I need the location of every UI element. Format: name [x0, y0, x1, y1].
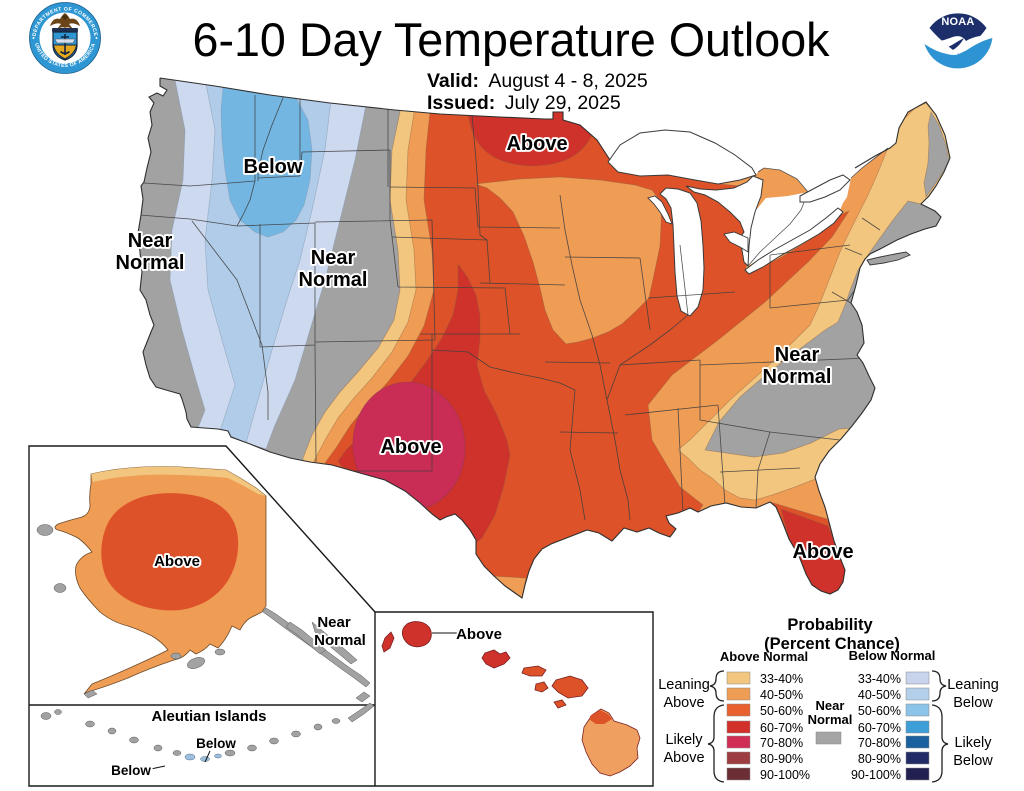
svg-text:80-90%: 80-90% [858, 752, 901, 766]
svg-text:Above: Above [380, 436, 441, 458]
svg-text:Below: Below [244, 156, 303, 178]
svg-text:33-40%: 33-40% [858, 672, 901, 686]
svg-text:Above: Above [154, 553, 200, 570]
svg-text:40-50%: 40-50% [858, 688, 901, 702]
svg-text:Near: Near [775, 344, 820, 366]
svg-text:90-100%: 90-100% [760, 768, 810, 782]
svg-text:6-10 Day Temperature Outlook: 6-10 Day Temperature Outlook [193, 13, 830, 66]
svg-text:Near: Near [816, 698, 845, 713]
svg-text:90-100%: 90-100% [851, 768, 901, 782]
svg-text:Leaning: Leaning [658, 677, 710, 693]
svg-text:70-80%: 70-80% [760, 736, 803, 750]
svg-text:Issued: July 29, 2025: Issued: July 29, 2025 [427, 92, 621, 114]
svg-text:Normal: Normal [314, 632, 366, 649]
svg-text:33-40%: 33-40% [760, 672, 803, 686]
svg-text:80-90%: 80-90% [760, 752, 803, 766]
svg-text:Below: Below [111, 763, 151, 778]
svg-text:Likely: Likely [665, 732, 703, 748]
svg-text:Near: Near [128, 230, 173, 252]
svg-text:Leaning: Leaning [947, 677, 999, 693]
svg-text:Below: Below [196, 736, 236, 751]
svg-text:Normal: Normal [116, 252, 185, 274]
svg-text:Near: Near [311, 247, 356, 269]
svg-text:Above: Above [456, 626, 502, 643]
svg-text:Below: Below [953, 753, 993, 769]
svg-text:Likely: Likely [954, 735, 992, 751]
svg-text:Normal: Normal [763, 366, 832, 388]
svg-text:Normal: Normal [808, 712, 853, 727]
svg-text:60-70%: 60-70% [858, 721, 901, 735]
svg-text:Aleutian Islands: Aleutian Islands [151, 708, 266, 725]
svg-text:Below: Below [953, 695, 993, 711]
svg-text:Above: Above [792, 541, 853, 563]
svg-text:Above Normal: Above Normal [720, 649, 808, 664]
svg-text:60-70%: 60-70% [760, 721, 803, 735]
svg-text:Near: Near [317, 614, 351, 631]
svg-text:50-60%: 50-60% [858, 704, 901, 718]
svg-text:Normal: Normal [299, 269, 368, 291]
svg-text:Valid: August 4 - 8, 2025: Valid: August 4 - 8, 2025 [427, 70, 648, 92]
svg-text:40-50%: 40-50% [760, 688, 803, 702]
svg-text:Above: Above [506, 133, 567, 155]
svg-text:NOAA: NOAA [941, 16, 974, 28]
svg-text:Above: Above [663, 750, 704, 766]
svg-text:Below Normal: Below Normal [849, 648, 936, 663]
svg-text:50-60%: 50-60% [760, 704, 803, 718]
svg-text:Probability: Probability [787, 616, 873, 634]
svg-text:70-80%: 70-80% [858, 736, 901, 750]
svg-text:Above: Above [663, 695, 704, 711]
svg-text:(Percent Chance): (Percent Chance) [764, 635, 900, 653]
